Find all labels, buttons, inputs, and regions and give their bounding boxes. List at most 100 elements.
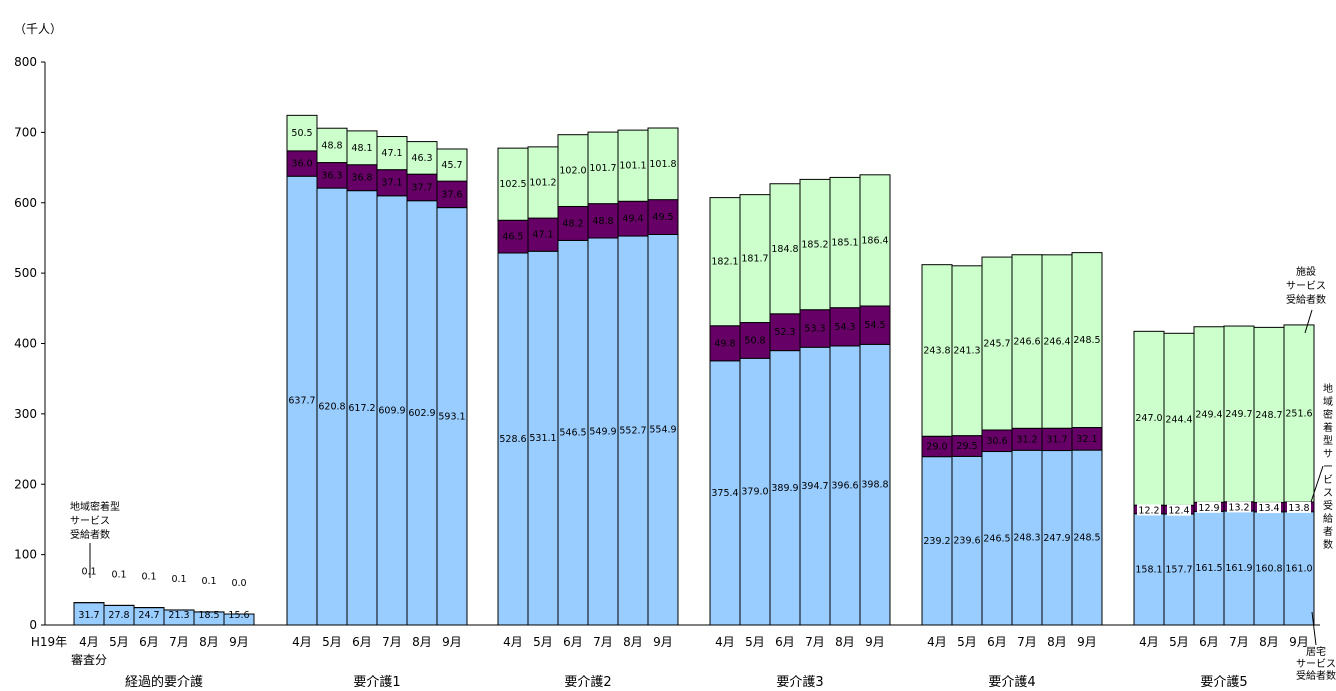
bar-home-service — [951, 455, 983, 626]
data-label-home: 160.8 — [1255, 563, 1282, 574]
y-axis: 0 100 200 300 400 500 600 700 800 — [14, 55, 1320, 632]
x-tick-label: 4月 — [292, 635, 312, 649]
y-tick-label: 500 — [14, 266, 37, 280]
data-label-community: 12.9 — [1198, 503, 1219, 514]
data-label-home: 239.6 — [953, 536, 980, 547]
data-label-community-box — [1287, 501, 1311, 513]
bar-facility-service — [981, 256, 1013, 431]
y-tick-label: 100 — [14, 548, 37, 562]
x-tick-label: 9月 — [1289, 635, 1309, 649]
x-tick-label: 6月 — [1199, 635, 1219, 649]
bar-community-service — [436, 180, 468, 209]
data-label-facility: 243.8 — [923, 345, 950, 356]
bar-facility-service — [1163, 332, 1195, 506]
data-label-community: 48.2 — [562, 218, 583, 229]
bar-facility-service — [346, 130, 378, 166]
group-label: 経過的要介護 — [125, 674, 203, 690]
data-label-community: 32.1 — [1076, 434, 1097, 445]
data-label-home: 161.0 — [1285, 563, 1312, 574]
x-tick-label: 9月 — [229, 635, 249, 649]
y-tick-label: 0 — [29, 618, 37, 632]
data-label-facility: 101.1 — [619, 161, 646, 172]
data-label-facility: 244.4 — [1165, 414, 1192, 425]
facility-note-line: 受給者数 — [1286, 293, 1326, 306]
data-label-facility: 46.3 — [411, 153, 432, 164]
data-label-community: 31.7 — [1046, 434, 1067, 445]
x-tick-label: 9月 — [865, 635, 885, 649]
data-label-community: 12.2 — [1138, 505, 1159, 516]
bar-home-service — [1253, 511, 1285, 626]
data-label-facility: 101.2 — [529, 177, 556, 188]
facility-note-line: 施設 — [1296, 265, 1316, 278]
data-label-facility: 182.1 — [711, 257, 738, 268]
bar-home-service — [497, 252, 529, 626]
data-label-home: 247.9 — [1043, 533, 1070, 544]
community-vertical-char: 密 — [1323, 408, 1333, 421]
x-tick-label: 8月 — [199, 635, 219, 649]
x-tick-label: 7月 — [805, 635, 825, 649]
home-note-line: サービス — [1296, 658, 1336, 670]
bar-home-service — [799, 346, 831, 626]
y-tick-label: 300 — [14, 407, 37, 421]
data-label-community: 49.4 — [622, 214, 643, 225]
data-label-community: 37.1 — [381, 178, 402, 189]
y-tick-label: 600 — [14, 196, 37, 210]
data-label-community: 0.0 — [231, 578, 246, 589]
bar-facility-service — [436, 148, 468, 182]
data-label-facility: 102.0 — [559, 166, 586, 177]
data-label-facility: 101.7 — [589, 163, 616, 174]
data-label-community: 54.3 — [834, 322, 855, 333]
data-label-community: 36.0 — [291, 159, 312, 170]
bar-facility-service — [286, 114, 318, 152]
data-label-community-box — [1167, 504, 1191, 516]
bars — [73, 114, 1315, 626]
group-label: 要介護1 — [353, 674, 400, 690]
bar-home-service — [1071, 449, 1103, 626]
data-label-home: 27.8 — [108, 610, 129, 621]
x-tick-label: 8月 — [412, 635, 432, 649]
data-label-community: 31.2 — [1016, 434, 1037, 445]
bar-facility-service — [497, 147, 529, 221]
data-label-home: 246.5 — [983, 533, 1010, 544]
x-tick-label: 7月 — [382, 635, 402, 649]
data-label-facility: 245.7 — [983, 339, 1010, 350]
data-label-home: 18.5 — [198, 610, 219, 621]
community-vertical-char: 受 — [1323, 500, 1333, 512]
bar-facility-service — [799, 178, 831, 311]
bar-home-service — [286, 175, 318, 626]
data-label-community: 13.8 — [1288, 503, 1309, 514]
x-tick-label: 9月 — [442, 635, 462, 649]
data-label-community: 47.1 — [532, 230, 553, 241]
data-label-facility: 246.4 — [1043, 337, 1070, 348]
x-tick-label: 6月 — [775, 635, 795, 649]
x-tick-label: 5月 — [109, 635, 129, 649]
data-label-community: 29.5 — [956, 441, 977, 452]
data-label-community-box — [1257, 502, 1281, 514]
data-label-community-box — [1227, 501, 1251, 513]
data-label-home: 552.7 — [619, 426, 646, 437]
data-label-facility: 241.3 — [953, 346, 980, 357]
data-label-home: 593.1 — [438, 411, 465, 422]
data-label-facility: 47.1 — [381, 148, 402, 159]
bar-home-service — [316, 187, 348, 626]
bar-facility-service — [376, 136, 408, 171]
data-label-community: 0.1 — [201, 576, 216, 587]
data-label-home: 637.7 — [288, 396, 315, 407]
data-label-facility: 251.6 — [1285, 408, 1312, 419]
data-label-community: 50.8 — [744, 335, 765, 346]
bar-facility-service — [617, 129, 649, 202]
y-tick-label: 700 — [14, 125, 37, 139]
group-sub-label: 審査分 — [71, 652, 107, 667]
data-label-community: 0.1 — [141, 572, 156, 583]
data-label-community: 13.2 — [1228, 502, 1249, 513]
data-label-community: 37.6 — [441, 189, 462, 200]
bar-home-service — [647, 233, 679, 626]
bar-community-service — [709, 325, 741, 362]
data-label-home: 15.6 — [228, 610, 249, 621]
community-vertical-pointer — [1310, 465, 1324, 503]
data-label-community-box — [1137, 504, 1161, 516]
x-tick-label: 7月 — [1017, 635, 1037, 649]
y-tick-label: 200 — [14, 477, 37, 491]
data-label-community: 0.1 — [171, 574, 186, 585]
facility-note-line: サービス — [1286, 280, 1326, 292]
